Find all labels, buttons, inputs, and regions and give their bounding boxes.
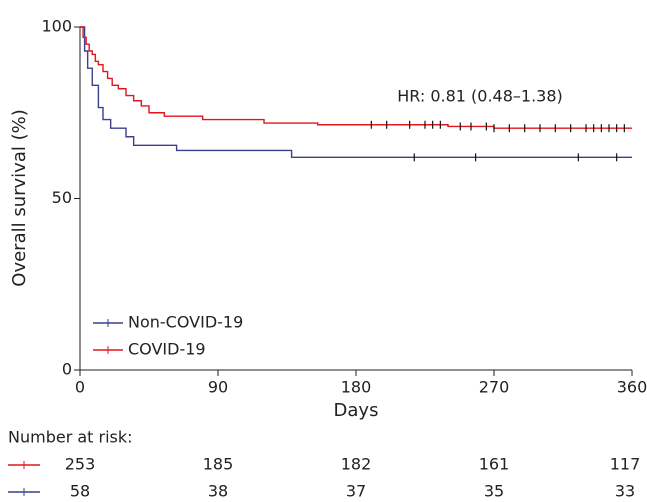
x-tick-label: 0 (75, 378, 85, 397)
risk-count: 117 (610, 455, 641, 474)
risk-table-title: Number at risk: (8, 428, 133, 447)
x-tick-label: 90 (208, 378, 228, 397)
risk-count: 37 (346, 482, 366, 501)
y-tick-label: 0 (62, 360, 72, 379)
x-tick-label: 360 (617, 378, 647, 397)
risk-count: 161 (479, 455, 510, 474)
risk-count: 33 (615, 482, 635, 501)
risk-count: 253 (65, 455, 96, 474)
x-axis-title: Days (334, 400, 379, 421)
y-axis-title: Overall survival (%) (9, 109, 30, 286)
annotation: HR: 0.81 (0.48–1.38) (397, 87, 563, 106)
y-tick-label: 50 (52, 188, 72, 207)
y-tick-label: 100 (41, 17, 72, 36)
legend-label: COVID-19 (128, 340, 206, 359)
risk-count: 38 (208, 482, 228, 501)
x-tick-label: 180 (341, 378, 372, 397)
risk-count: 58 (70, 482, 90, 501)
legend-label: Non-COVID-19 (128, 313, 243, 332)
survival-curve (80, 26, 632, 159)
risk-count: 185 (203, 455, 234, 474)
survival-curve (80, 26, 632, 129)
risk-count: 35 (484, 482, 504, 501)
x-tick-label: 270 (479, 378, 510, 397)
risk-count: 182 (341, 455, 372, 474)
